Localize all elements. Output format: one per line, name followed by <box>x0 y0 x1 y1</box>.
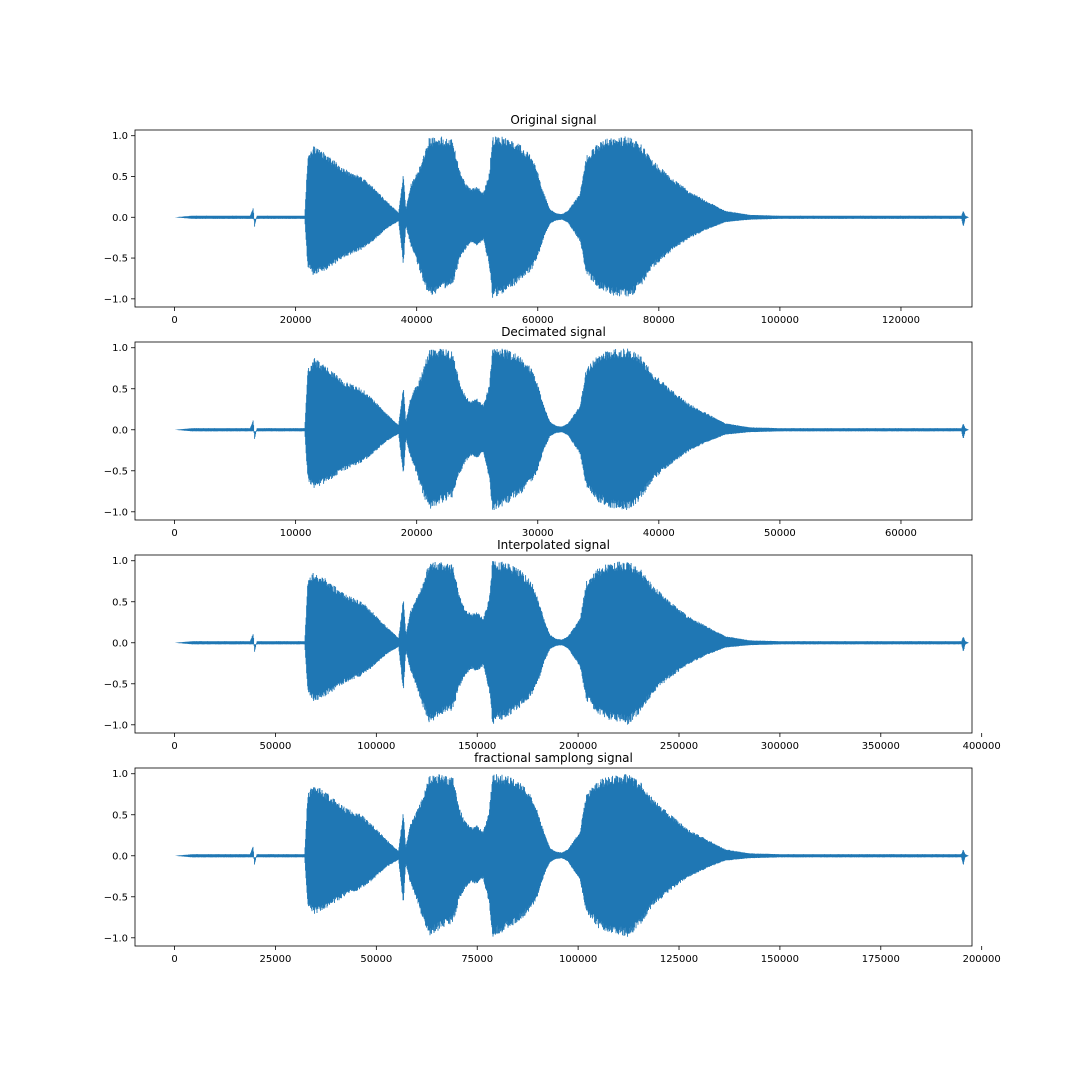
y-tick-label: 0.0 <box>112 425 128 436</box>
y-tick-label: 0.0 <box>112 851 128 862</box>
x-tick-label: 20000 <box>401 528 433 539</box>
subplot-2: Decimated signal 0 10000 20000 30000 40000 500… <box>104 325 973 539</box>
x-tick-label: 125000 <box>660 954 698 965</box>
subplot-4: fractional samplong signal 0 25000 50000 750… <box>104 751 1001 965</box>
x-tick-label: 10000 <box>280 528 312 539</box>
waveform-series <box>174 136 970 298</box>
waveform-line <box>174 561 970 725</box>
x-tick-label: 250000 <box>660 741 698 752</box>
y-tick-label: −1.0 <box>104 507 128 518</box>
waveform-line <box>174 774 969 937</box>
y-tick-label: −0.5 <box>104 466 128 477</box>
y-tick-label: 1.0 <box>112 769 128 780</box>
x-tick-label: 100000 <box>761 315 799 326</box>
x-tick-label: 100000 <box>357 741 395 752</box>
y-tick-label: −1.0 <box>104 720 128 731</box>
x-tick-label: 60000 <box>522 315 554 326</box>
x-tick-label: 100000 <box>559 954 597 965</box>
y-tick-label: 1.0 <box>112 556 128 567</box>
axes-frame <box>134 767 973 947</box>
waveform-line <box>174 136 970 298</box>
y-tick-label: 0.5 <box>112 597 128 608</box>
y-tick-label: −0.5 <box>104 254 128 265</box>
x-tick-label: 25000 <box>260 954 292 965</box>
x-tick-label: 0 <box>171 741 177 752</box>
y-tick-label: 0.5 <box>112 810 128 821</box>
x-tick-label: 120000 <box>882 315 920 326</box>
waveform-line <box>174 348 970 510</box>
x-tick-label: 40000 <box>643 528 675 539</box>
x-tick-label: 150000 <box>761 954 799 965</box>
x-tick-label: 60000 <box>885 528 917 539</box>
x-tick-label: 40000 <box>401 315 433 326</box>
y-tick-label: −0.5 <box>104 892 128 903</box>
y-tick-label: 1.0 <box>112 131 128 142</box>
x-tick-label: 0 <box>171 954 177 965</box>
axes-frame <box>134 554 973 734</box>
x-tick-label: 150000 <box>458 741 496 752</box>
y-tick-label: −1.0 <box>104 933 128 944</box>
subplot-1: Original signal 0 20000 40000 60000 80000 1000… <box>104 113 973 326</box>
x-tick-label: 50000 <box>260 741 292 752</box>
x-tick-label: 200000 <box>559 741 597 752</box>
axes-frame <box>134 129 973 308</box>
x-tick-label: 350000 <box>862 741 900 752</box>
x-tick-label: 200000 <box>963 954 1001 965</box>
waveform-series <box>174 774 969 937</box>
x-tick-label: 80000 <box>643 315 675 326</box>
subplot-title: fractional samplong signal <box>474 751 633 765</box>
x-tick-label: 50000 <box>360 954 392 965</box>
x-tick-label: 50000 <box>764 528 796 539</box>
x-tick-label: 0 <box>171 315 177 326</box>
x-tick-label: 0 <box>171 528 177 539</box>
x-tick-label: 300000 <box>761 741 799 752</box>
x-tick-label: 20000 <box>280 315 312 326</box>
y-tick-label: −0.5 <box>104 679 128 690</box>
x-tick-label: 175000 <box>862 954 900 965</box>
y-tick-label: 0.5 <box>112 384 128 395</box>
subplot-title: Original signal <box>510 113 596 127</box>
subplot-title: Interpolated signal <box>497 538 610 552</box>
y-tick-label: −1.0 <box>104 294 128 305</box>
axes-frame <box>134 341 973 521</box>
subplot-3: Interpolated signal 0 50000 100000 150000 200… <box>104 538 1001 752</box>
subplots: Original signal 0 20000 40000 60000 80000 1000… <box>104 113 1001 965</box>
x-tick-label: 75000 <box>461 954 493 965</box>
y-tick-label: 0.5 <box>112 172 128 183</box>
y-tick-label: 0.0 <box>112 213 128 224</box>
waveform-series <box>174 348 970 510</box>
waveform-series <box>174 561 970 725</box>
y-tick-label: 0.0 <box>112 638 128 649</box>
x-tick-label: 30000 <box>522 528 554 539</box>
x-tick-label: 400000 <box>963 741 1001 752</box>
y-tick-label: 1.0 <box>112 343 128 354</box>
subplot-title: Decimated signal <box>501 325 606 339</box>
